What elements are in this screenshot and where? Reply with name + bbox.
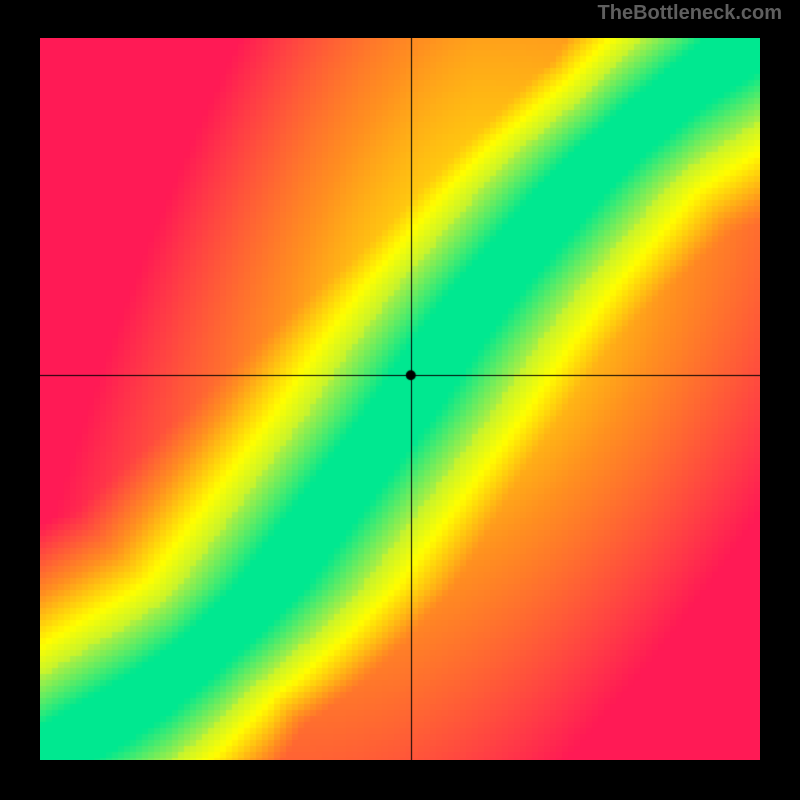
- heatmap-canvas: [40, 38, 760, 760]
- heatmap-plot: [40, 38, 760, 760]
- attribution-text: TheBottleneck.com: [598, 2, 782, 25]
